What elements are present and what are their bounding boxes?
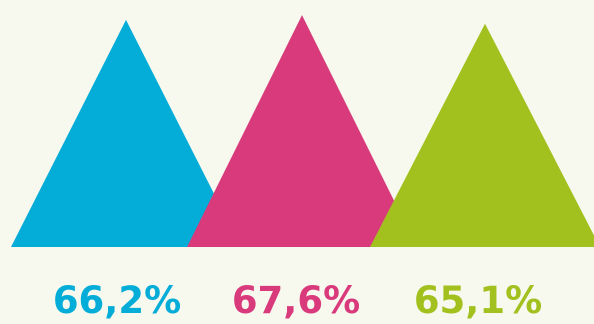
chart-value-labels: 66,2% 67,6% 65,1%	[53, 279, 542, 322]
triangle-bar-1	[11, 19, 241, 247]
value-label-1: 66,2%	[53, 279, 181, 322]
triangle-bar-2	[187, 15, 417, 247]
triangle-bar-3	[370, 23, 594, 247]
value-label-3: 65,1%	[414, 279, 542, 322]
chart-marks	[11, 15, 594, 247]
value-label-2: 67,6%	[232, 279, 360, 322]
